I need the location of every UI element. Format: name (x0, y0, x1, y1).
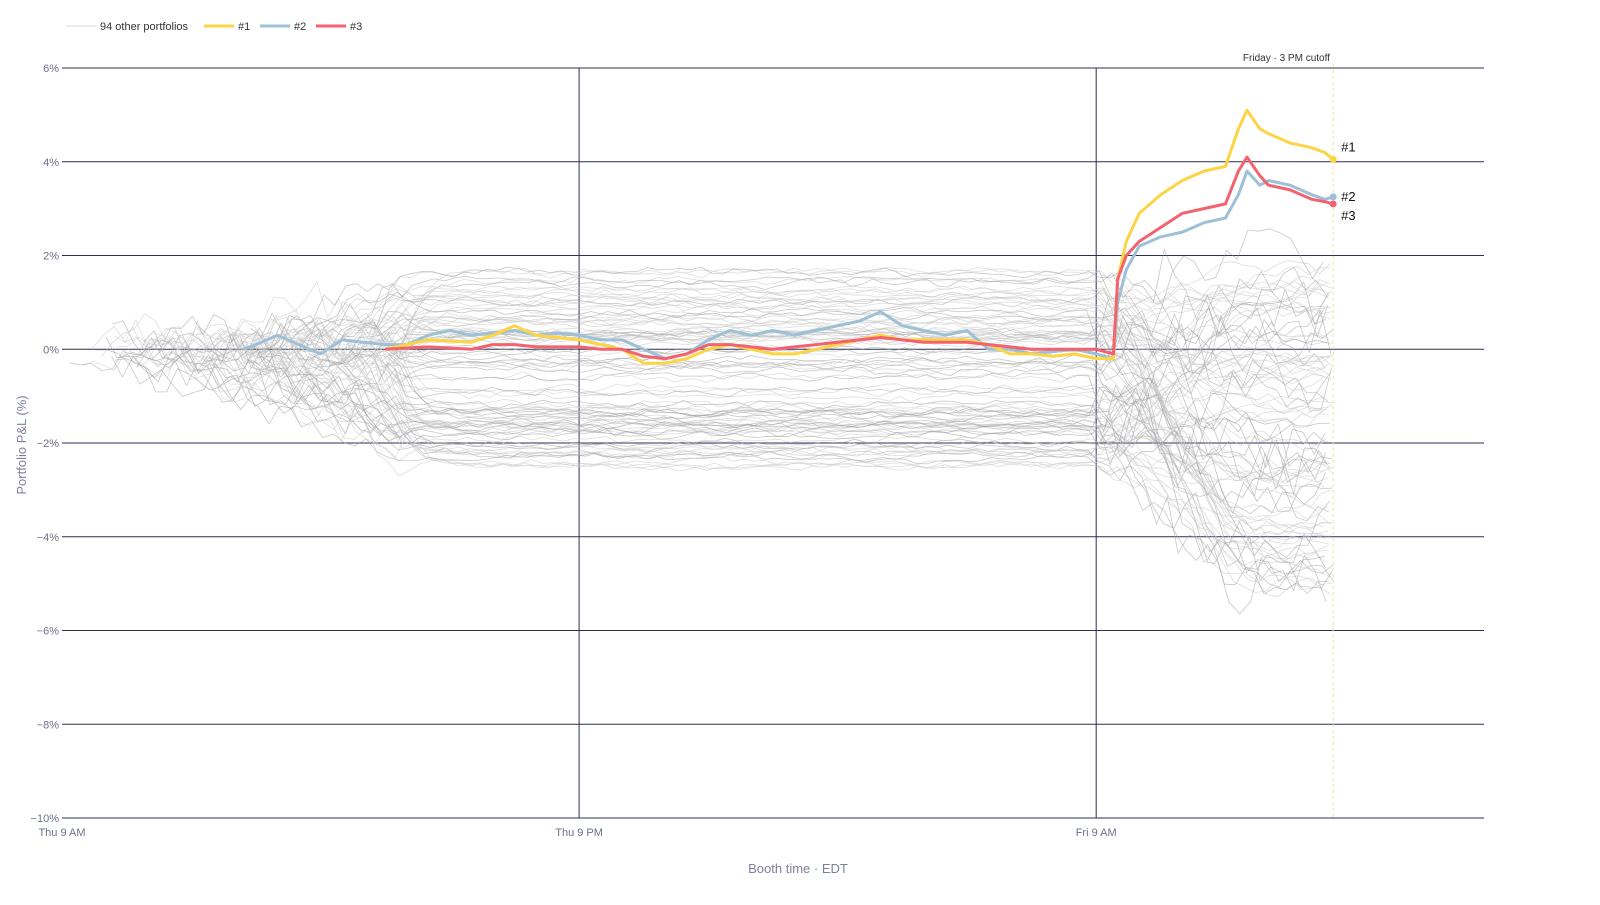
background-portfolio-line (298, 335, 1334, 411)
background-portfolio-line (205, 349, 1327, 615)
x-tick-label: Thu 9 AM (38, 827, 85, 839)
background-portfolio-line (229, 331, 1329, 485)
background-portfolio-line (379, 352, 1329, 514)
background-portfolio-line (258, 354, 1326, 569)
background-portfolio-line (161, 336, 1326, 483)
background-portfolio-line (129, 336, 1327, 515)
legend-label: #3 (350, 21, 362, 33)
background-portfolio-line (114, 319, 1332, 509)
highlight-series-lines: #1 #2 #3 (242, 108, 1356, 365)
background-portfolio-line (388, 354, 1327, 496)
series-end-label-3: #3 (1341, 208, 1355, 223)
series-end-point-2 (1329, 193, 1337, 201)
background-portfolio-line (277, 338, 1323, 494)
series-line-1 (384, 108, 1335, 365)
background-portfolio-line (383, 282, 1333, 358)
background-portfolio-line (69, 348, 1331, 435)
background-portfolio-line (348, 307, 1330, 427)
axes: 6% 4% 2% 0% −2% −4% −6% −8% −10% Thu 9 AM Thu 9 PM… (31, 63, 1117, 839)
background-portfolio-line (127, 348, 1324, 484)
background-portfolio-line (375, 329, 1324, 591)
background-portfolio-line (214, 348, 1325, 460)
background-portfolio-line (174, 287, 1328, 416)
background-portfolio-line (402, 314, 1330, 355)
background-portfolio-line (276, 354, 1333, 480)
background-portfolio-line (402, 332, 1330, 558)
background-portfolio-line (346, 267, 1327, 445)
y-tick-label: 6% (43, 63, 59, 75)
background-portfolio-line (336, 285, 1329, 535)
background-portfolio-line (279, 345, 1326, 481)
y-tick-label: −6% (37, 626, 60, 638)
series-line-2 (242, 169, 1334, 361)
background-portfolio-line (405, 267, 1333, 414)
x-tick-label: Thu 9 PM (555, 827, 603, 839)
legend: 94 other portfolios #1 #2 #3 (66, 21, 362, 33)
legend-label: #1 (238, 21, 250, 33)
series-end-point-3 (1329, 200, 1337, 208)
background-portfolio-line (348, 282, 1329, 561)
background-series-lines (69, 228, 1334, 615)
y-tick-label: −8% (37, 719, 60, 731)
background-portfolio-line (284, 342, 1330, 429)
cutoff-label: Friday · 3 PM cutoff (1243, 53, 1330, 64)
grid (62, 64, 1484, 819)
x-axis-title: Booth time · EDT (748, 861, 848, 876)
background-portfolio-line (223, 288, 1323, 539)
background-portfolio-line (96, 349, 1325, 582)
background-portfolio-line (134, 260, 1331, 359)
y-tick-label: 2% (43, 251, 59, 263)
background-portfolio-line (339, 329, 1331, 364)
background-portfolio-line (226, 307, 1326, 477)
background-portfolio-line (101, 280, 1330, 357)
background-portfolio-line (146, 350, 1333, 534)
background-portfolio-line (288, 315, 1323, 529)
series-line-3 (385, 155, 1334, 361)
series-end-point-1 (1329, 155, 1337, 163)
background-portfolio-line (250, 272, 1329, 402)
legend-label: #2 (294, 21, 306, 33)
y-tick-label: 4% (43, 157, 59, 169)
background-portfolio-line (393, 309, 1332, 429)
y-tick-label: −4% (37, 532, 60, 544)
series-end-label-1: #1 (1341, 139, 1355, 154)
y-tick-label: −10% (31, 813, 60, 825)
legend-label: 94 other portfolios (100, 21, 189, 33)
background-portfolio-line (318, 334, 1332, 375)
series-end-label-2: #2 (1341, 189, 1355, 204)
y-axis-title: Portfolio P&L (%) (14, 395, 29, 494)
background-portfolio-line (198, 284, 1331, 483)
background-portfolio-line (248, 247, 1327, 356)
y-tick-label: 0% (43, 344, 59, 356)
y-tick-label: −2% (37, 438, 60, 450)
background-portfolio-line (398, 269, 1326, 369)
background-portfolio-line (251, 333, 1330, 557)
background-portfolio-line (358, 326, 1329, 545)
background-portfolio-line (376, 347, 1325, 472)
background-portfolio-line (301, 275, 1326, 563)
background-portfolio-line (134, 338, 1332, 595)
x-tick-label: Fri 9 AM (1076, 827, 1117, 839)
